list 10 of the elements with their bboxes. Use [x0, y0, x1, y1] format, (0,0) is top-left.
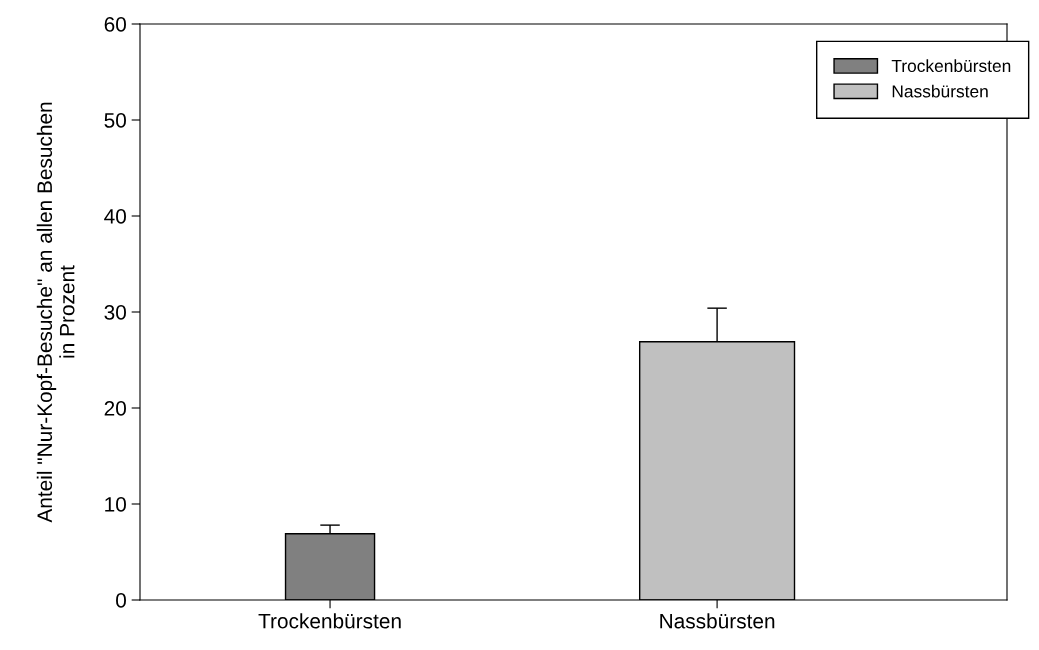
y-tick-label: 10	[105, 497, 126, 512]
y-tick-label: 60	[104, 17, 126, 32]
legend-label: Trockenbürsten	[891, 59, 1011, 73]
y-tick-label: 40	[104, 209, 126, 224]
y-tick-label: 50	[104, 113, 126, 128]
y-tick-label: 30	[104, 305, 126, 320]
legend-label: Nassbürsten	[892, 84, 988, 98]
y-axis-title: Anteil "Nur-Kopf-Besuche" an allen Besuchen in Prozent	[36, 102, 75, 523]
y-tick-label: 0	[116, 593, 126, 608]
y-tick-label: 20	[104, 401, 126, 416]
